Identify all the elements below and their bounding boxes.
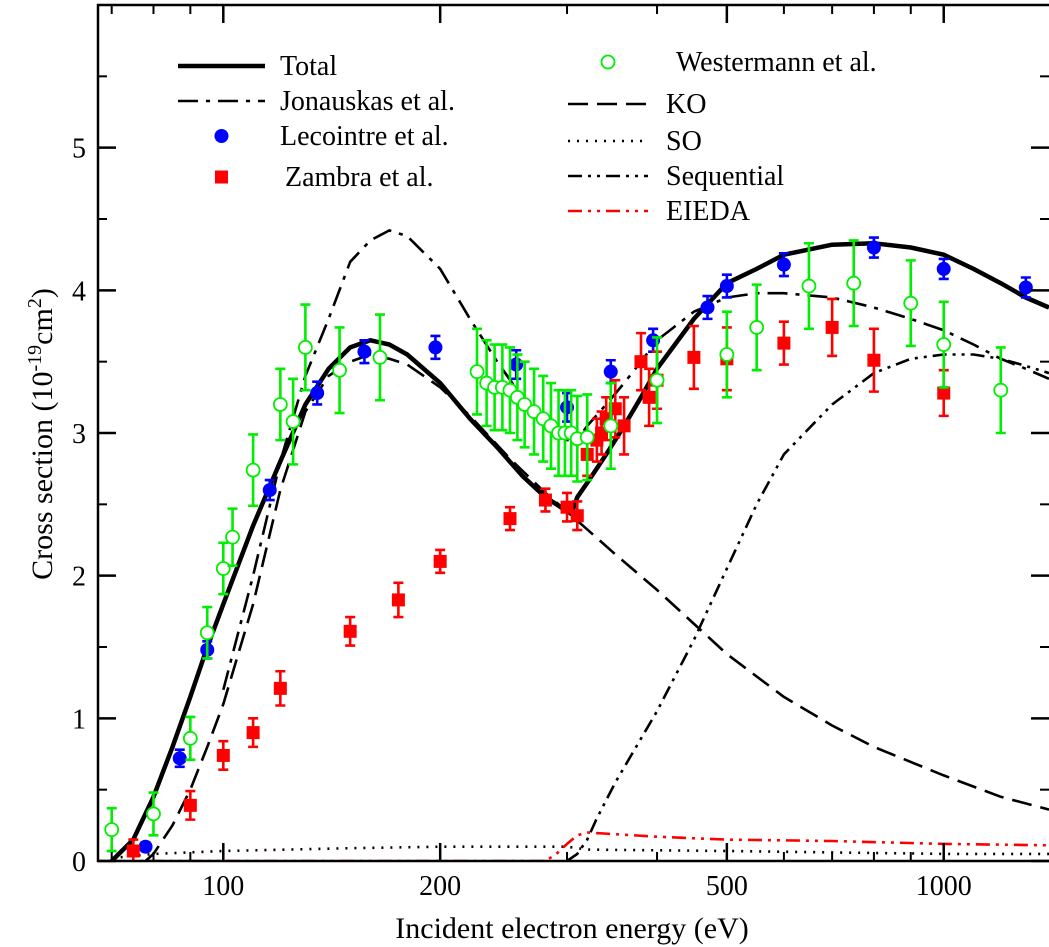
- westermann-et-al-point: [272, 397, 288, 412]
- zambra-et-al-point: [777, 336, 791, 350]
- y-tick-label: 3: [72, 419, 86, 450]
- x-tick-label: 1000: [916, 871, 972, 902]
- y-tick-label: 1: [72, 704, 86, 735]
- westermann-et-al-point: [332, 362, 347, 378]
- westermann-et-al-point: [297, 339, 313, 355]
- lecointre-et-al-point: [138, 839, 153, 854]
- y-tick-label: 2: [72, 562, 86, 593]
- westermann-et-al-point: [146, 806, 161, 822]
- x-axis-label: Incident electron energy (eV): [395, 912, 748, 945]
- tick-labels: 0 1 2 3 4 5 100 200 500 1000: [72, 134, 972, 902]
- legend: Total Jonauskas et al. Lecointre et al. Zam…: [178, 47, 877, 227]
- legend-lecointre-et-al-swatch: [214, 129, 229, 143]
- zambra-et-al-point: [634, 355, 648, 369]
- lecointre-et-al-point: [262, 483, 277, 498]
- legend-eieda-label: EIEDA: [666, 196, 751, 227]
- data-points: [104, 236, 1033, 861]
- series-line-sequential: [566, 353, 1049, 861]
- y-tick-label: 0: [72, 847, 86, 878]
- lecointre-et-al-point: [866, 240, 881, 255]
- westermann-et-al-point: [285, 414, 301, 429]
- lecointre-et-al-point: [603, 364, 618, 379]
- westermann-et-al-point: [649, 372, 665, 388]
- legend-ko-label: KO: [666, 89, 706, 120]
- westermann-et-al-point: [801, 278, 817, 294]
- zambra-et-al-point: [126, 844, 140, 858]
- westermann-et-al-point: [182, 730, 198, 746]
- zambra-et-al-point: [642, 390, 656, 404]
- y-axis-label: Cross section (10-19cm2): [24, 288, 59, 580]
- series-line-total: [110, 241, 1049, 861]
- westermann-et-al-point: [225, 529, 240, 545]
- zambra-et-al-point: [183, 798, 197, 812]
- legend-sequential-label: Sequential: [666, 161, 784, 192]
- legend-so-label: SO: [666, 126, 702, 157]
- zambra-et-al-point: [273, 681, 287, 695]
- x-tick-label: 500: [706, 871, 748, 902]
- westermann-et-al-point: [469, 364, 485, 380]
- westermann-et-al-point: [749, 320, 765, 335]
- zambra-et-al-point: [687, 350, 701, 364]
- westermann-et-al-point: [603, 418, 619, 434]
- westermann-et-al-point: [579, 429, 595, 445]
- westermann-et-al-point: [846, 275, 862, 291]
- zambra-et-al-point: [216, 748, 230, 762]
- legend-lecointre-et-al-label: Lecointre et al.: [280, 121, 449, 152]
- lecointre-et-al-point: [719, 279, 734, 294]
- legend-westermann-et-al-swatch: [600, 54, 616, 70]
- zambra-et-al-point: [538, 493, 552, 507]
- series-line-ko: [144, 353, 1049, 861]
- legend-jonauskas-et-al-label: Jonauskas et al.: [280, 86, 455, 117]
- legend-zambra-et-al-label: Zambra et al.: [285, 162, 433, 193]
- zambra-et-al-point: [867, 353, 881, 367]
- y-tick-label: 5: [72, 134, 86, 165]
- westermann-et-al-point: [199, 625, 215, 641]
- legend-zambra-et-al-swatch: [215, 170, 228, 184]
- x-tick-label: 100: [202, 871, 244, 902]
- lecointre-et-al-point: [428, 340, 443, 355]
- axis-ticks: [98, 5, 1049, 863]
- lecointre-et-al-point: [936, 261, 951, 276]
- zambra-et-al-point: [503, 512, 517, 526]
- westermann-et-al-point: [993, 382, 1009, 398]
- westermann-et-al-point: [719, 347, 735, 362]
- legend-total-label: Total: [280, 51, 337, 82]
- westermann-et-al-point: [215, 561, 231, 576]
- zambra-et-al-point: [617, 419, 631, 433]
- lecointre-et-al-point: [172, 751, 187, 766]
- legend-westermann-et-al-label: Westermann et al.: [676, 47, 877, 78]
- zambra-et-al-point: [433, 554, 447, 568]
- zambra-et-al-point: [246, 726, 260, 740]
- westermann-et-al-point: [372, 349, 388, 365]
- lecointre-et-al-point: [776, 257, 791, 272]
- lecointre-et-al-point: [310, 386, 325, 401]
- zambra-et-al-point: [937, 386, 951, 400]
- series-line-eieda: [111, 831, 1049, 861]
- westermann-et-al-point: [104, 822, 120, 838]
- zambra-et-al-point: [570, 509, 584, 523]
- zambra-et-al-point: [343, 624, 357, 638]
- lecointre-et-al-point: [357, 344, 372, 359]
- zambra-et-al-point: [391, 593, 405, 607]
- lecointre-et-al-point: [1018, 280, 1033, 295]
- y-tick-label: 4: [72, 276, 86, 307]
- zambra-et-al-point: [825, 320, 839, 334]
- x-tick-label: 200: [419, 871, 461, 902]
- lecointre-et-al-point: [700, 300, 715, 315]
- westermann-et-al-point: [903, 295, 919, 311]
- westermann-et-al-point: [936, 337, 952, 352]
- zambra-et-al-point: [560, 500, 574, 514]
- westermann-et-al-point: [245, 462, 261, 478]
